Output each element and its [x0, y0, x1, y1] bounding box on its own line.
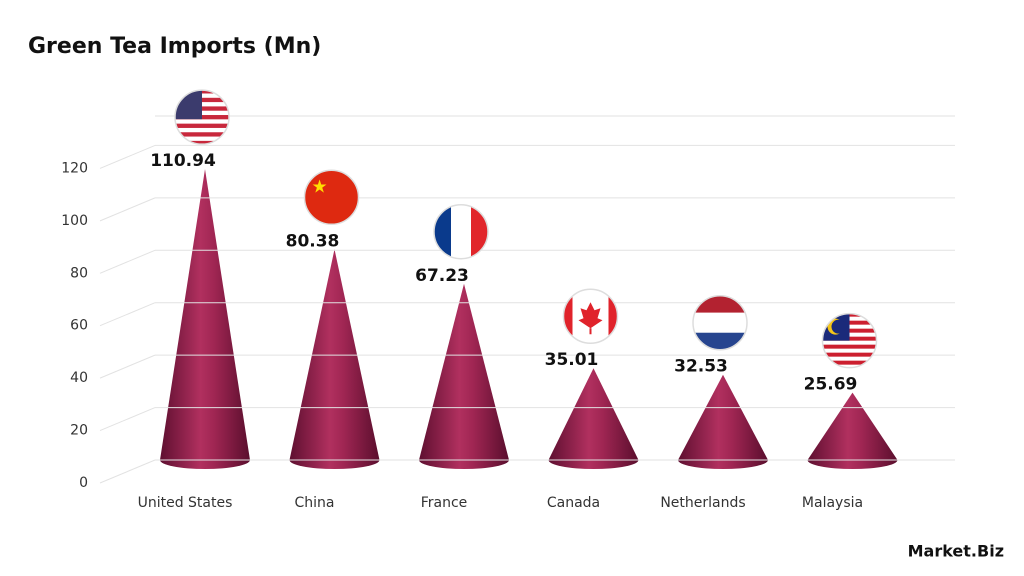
cone [160, 169, 250, 469]
cone [289, 249, 380, 469]
x-tick-label: Canada [547, 495, 600, 511]
value-label: 67.23 [415, 266, 469, 286]
grid-line [99, 302, 156, 327]
brand-logo: Market.Biz [908, 542, 1004, 561]
y-tick-label: 20 [70, 423, 88, 439]
grid-line [99, 407, 156, 432]
flag-field [693, 312, 747, 333]
flag-icon [822, 313, 877, 368]
flag-ring [821, 312, 878, 369]
flag-ring [692, 294, 748, 351]
y-tick-label: 60 [70, 318, 88, 334]
flag-field [608, 289, 618, 344]
y-tick-label: 120 [61, 160, 88, 176]
flag-stripe [822, 344, 877, 350]
grid-line [99, 354, 156, 379]
flag-stripe [822, 352, 877, 358]
x-tick-label: United States [138, 495, 233, 511]
value-label: 35.01 [545, 350, 599, 370]
cone [548, 368, 639, 469]
flag-icon: ★ [304, 170, 359, 225]
grid-line [99, 144, 156, 169]
value-label: 80.38 [286, 231, 340, 251]
flag-icon [434, 204, 488, 259]
cone [419, 283, 509, 469]
flag-stripe [175, 123, 229, 129]
value-label: 25.69 [804, 375, 858, 395]
flag-leaf [578, 302, 603, 335]
y-tick-label: 100 [61, 213, 88, 229]
flag-stripe [822, 364, 877, 368]
flag-stripe [822, 340, 877, 346]
x-tick-label: China [295, 495, 335, 511]
flag-moon [831, 319, 846, 334]
flag-stripe [175, 140, 229, 145]
grid-line [99, 249, 156, 274]
flag-ring [303, 169, 360, 226]
flag-star: ★ [311, 176, 327, 197]
cone [807, 392, 898, 469]
value-label: 32.53 [674, 357, 728, 377]
plot-area [160, 169, 898, 469]
flag-stripe [822, 356, 877, 362]
x-tick-label: Netherlands [660, 495, 745, 511]
flag-field [451, 204, 471, 259]
flag-icon [175, 90, 229, 145]
value-label: 110.94 [150, 151, 216, 171]
flag-stripe [822, 360, 877, 366]
flag-stripe [822, 348, 877, 354]
flag-stripe [175, 132, 229, 138]
flag-ring [433, 204, 489, 260]
flag-field [304, 170, 359, 225]
y-tick-label: 40 [70, 370, 88, 386]
x-tick-label: France [421, 495, 468, 511]
flag-canton [175, 90, 202, 120]
flag-stripe [175, 136, 229, 142]
flag-field [563, 289, 573, 344]
grid-line [99, 459, 156, 484]
y-tick-label: 80 [70, 265, 88, 281]
grid-line [99, 197, 156, 222]
flag-ring [174, 89, 230, 145]
cone [678, 374, 768, 469]
x-tick-label: Malaysia [802, 495, 863, 511]
flag-icon [693, 295, 747, 350]
flag-stripe [175, 119, 229, 125]
y-tick-label: 0 [79, 475, 88, 491]
chart-title: Green Tea Imports (Mn) [28, 34, 321, 59]
flag-ring [562, 288, 619, 344]
flag-icon [563, 289, 618, 344]
flag-stripe [175, 127, 229, 133]
